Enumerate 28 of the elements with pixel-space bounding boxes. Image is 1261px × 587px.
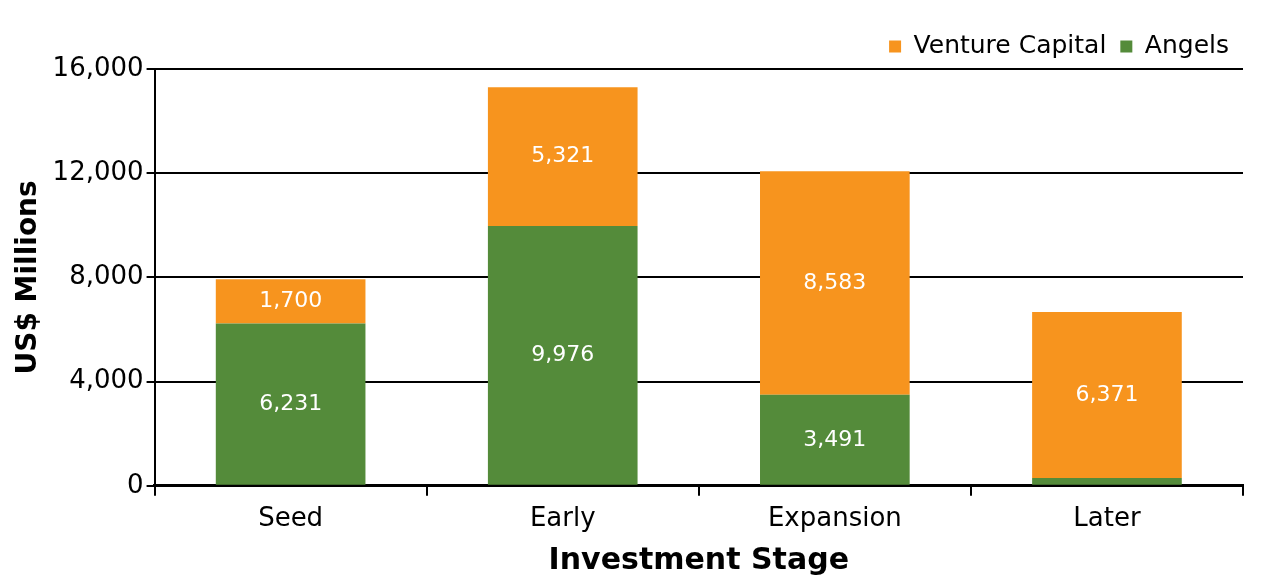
data-label: 9,976 [531, 341, 595, 367]
bar [487, 87, 638, 226]
bar [760, 394, 910, 485]
data-label: 8,583 [803, 268, 867, 294]
y-tick-label: 4,000 [69, 364, 144, 395]
data-label: 1,700 [259, 287, 323, 313]
y-axis-title: US$ Millions [10, 180, 44, 375]
bar [215, 279, 366, 324]
data-label: 6,371 [1075, 380, 1139, 406]
bar [487, 225, 638, 485]
x-tick-label: Seed [258, 502, 324, 533]
bar [1032, 477, 1182, 485]
legend-label: Angels [1144, 30, 1229, 59]
y-tick-label: 16,000 [52, 51, 144, 82]
data-label: 3,491 [803, 425, 867, 451]
x-tick-label: Expansion [767, 502, 902, 533]
x-axis-title: Investment Stage [548, 540, 849, 576]
x-tick-label: Later [1073, 502, 1141, 533]
bar [760, 171, 910, 395]
legend-label: Venture Capital [913, 30, 1107, 59]
data-label: 5,321 [531, 142, 595, 168]
bar [1032, 312, 1182, 478]
y-tick-label: 8,000 [69, 260, 144, 291]
data-label: 6,231 [259, 389, 323, 415]
y-tick-label: 12,000 [52, 155, 144, 186]
y-tick-label: 0 [127, 468, 144, 499]
x-tick-label: Early [529, 502, 596, 533]
bar [215, 323, 366, 485]
